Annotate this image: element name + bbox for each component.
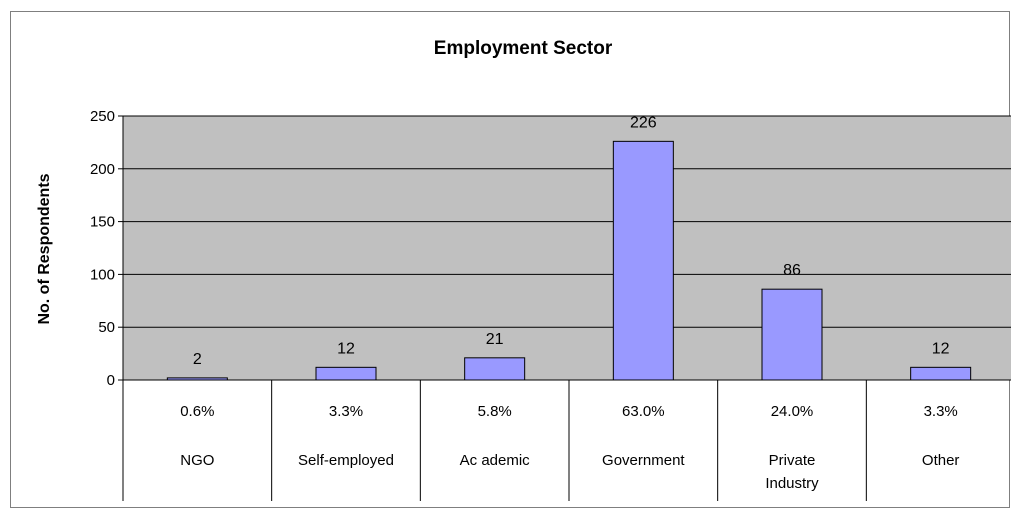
category-label: Other	[922, 452, 960, 469]
y-tick-label: 100	[90, 266, 115, 283]
y-tick-label: 50	[98, 319, 115, 336]
data-label: 12	[337, 340, 355, 357]
bar-academic	[464, 357, 526, 381]
category-label: Industry	[765, 475, 819, 492]
bar-other	[910, 366, 972, 381]
y-tick-label: 0	[107, 372, 115, 389]
y-tick-label: 150	[90, 214, 115, 231]
category-label: Ac ademic	[460, 452, 531, 469]
percentage-label: 5.8%	[478, 403, 512, 420]
bar-government	[612, 140, 674, 381]
category-label: NGO	[180, 452, 214, 469]
data-label: 86	[783, 262, 801, 279]
percentage-label: 63.0%	[622, 403, 665, 420]
percentage-label: 3.3%	[329, 403, 363, 420]
category-label: Self-employed	[298, 452, 394, 469]
data-label: 226	[630, 114, 657, 131]
plot-area	[123, 116, 1011, 380]
percentage-label: 0.6%	[180, 403, 214, 420]
category-label: Government	[602, 452, 685, 469]
y-axis-label: No. of Respondents	[36, 173, 53, 324]
category-label: Private	[769, 452, 816, 469]
bar-self-employed	[315, 366, 377, 381]
percentage-label: 3.3%	[924, 403, 958, 420]
chart-frame: Employment Sector No. of Respondents 0 50…	[10, 11, 1011, 508]
y-tick-label: 200	[90, 161, 115, 178]
chart-title: Employment Sector	[434, 38, 613, 59]
data-table: 0.6% NGO 3.3% Self-employed 5.8% Ac ademic 63.…	[122, 379, 1011, 501]
y-tick-label: 250	[90, 108, 115, 125]
bars: 2 12 21 226 86 12	[166, 114, 972, 381]
data-label: 21	[486, 331, 504, 348]
chart-svg: Employment Sector No. of Respondents 0 50…	[36, 38, 1011, 501]
data-label: 2	[193, 351, 202, 368]
gridlines: 0 50 100 150 200 250	[90, 108, 1011, 389]
data-label: 12	[932, 340, 950, 357]
percentage-label: 24.0%	[771, 403, 814, 420]
bar-private-industry	[761, 288, 823, 381]
